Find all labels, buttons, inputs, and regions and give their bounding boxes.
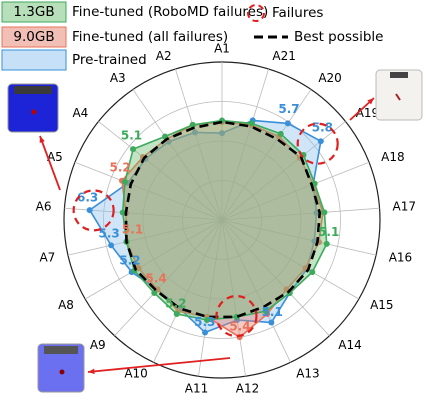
- axis-label: A12: [236, 382, 259, 396]
- data-label: 5.2: [165, 296, 186, 310]
- thumbnail: [38, 344, 84, 392]
- data-label: 5.3: [194, 315, 215, 329]
- data-label: 5.2: [109, 161, 130, 175]
- data-point: [202, 329, 208, 335]
- axis-label: A17: [393, 200, 416, 214]
- axis-label: A11: [185, 382, 208, 396]
- data-label: 5.1: [121, 128, 142, 142]
- data-point: [151, 290, 157, 296]
- legend-label: Fine-tuned (all failures): [72, 29, 228, 45]
- axis-label: A6: [36, 200, 52, 214]
- arrow: [88, 358, 230, 372]
- axis-label: A18: [381, 150, 404, 164]
- data-label: 5.2: [119, 254, 140, 268]
- data-label: 5.1: [318, 225, 339, 239]
- axis-label: A20: [318, 71, 341, 85]
- axis-label: A4: [72, 106, 88, 120]
- data-point: [321, 209, 327, 215]
- chart: A1A2A3A4A5A6A7A8A9A10A11A12A13A14A15A16A…: [0, 0, 426, 396]
- legend-label: Fine-tuned (RoboMD failures): [72, 4, 268, 20]
- data-label: 5.7: [278, 102, 299, 116]
- axis-label: A14: [338, 338, 361, 352]
- data-point: [122, 179, 128, 185]
- data-label: 5.1: [122, 223, 143, 237]
- data-label: 5.4: [146, 271, 167, 285]
- data-point: [108, 242, 114, 248]
- legend: 1.3GB Fine-tuned (RoboMD failures) 9.0GB Fi…: [2, 2, 383, 70]
- axis-label: A16: [389, 251, 412, 265]
- data-point: [309, 269, 315, 275]
- legend-label: Pre-trained: [72, 52, 147, 68]
- data-label: 6.3: [77, 190, 98, 204]
- legend-badge: 9.0GB: [13, 29, 54, 45]
- legend-badge: 1.3GB: [13, 4, 54, 20]
- legend-label: Best possible: [294, 29, 383, 45]
- data-point: [278, 131, 284, 137]
- thumbnail: [376, 70, 422, 120]
- axis-label: A2: [156, 49, 172, 63]
- axis-label: A8: [58, 298, 74, 312]
- data-point: [174, 311, 180, 317]
- arrow-head: [40, 136, 45, 143]
- axis-label: A15: [370, 298, 393, 312]
- data-point: [324, 241, 330, 247]
- axis-label: A7: [39, 251, 55, 265]
- axis-label: A13: [296, 367, 319, 381]
- data-point: [318, 138, 324, 144]
- legend-label: Failures: [272, 5, 323, 21]
- data-label: 5.1: [262, 305, 283, 319]
- axis-label: A9: [90, 338, 106, 352]
- axis-label: A21: [272, 49, 295, 63]
- data-label: 5.8: [312, 120, 333, 134]
- data-point: [249, 120, 255, 126]
- legend-swatch: [2, 50, 66, 70]
- data-point: [87, 207, 93, 213]
- data-label: 5.3: [99, 226, 120, 240]
- data-point: [268, 319, 274, 325]
- data-point: [285, 120, 291, 126]
- axis-label: A3: [110, 71, 126, 85]
- thumbnail: [8, 84, 58, 132]
- data-point: [130, 146, 136, 152]
